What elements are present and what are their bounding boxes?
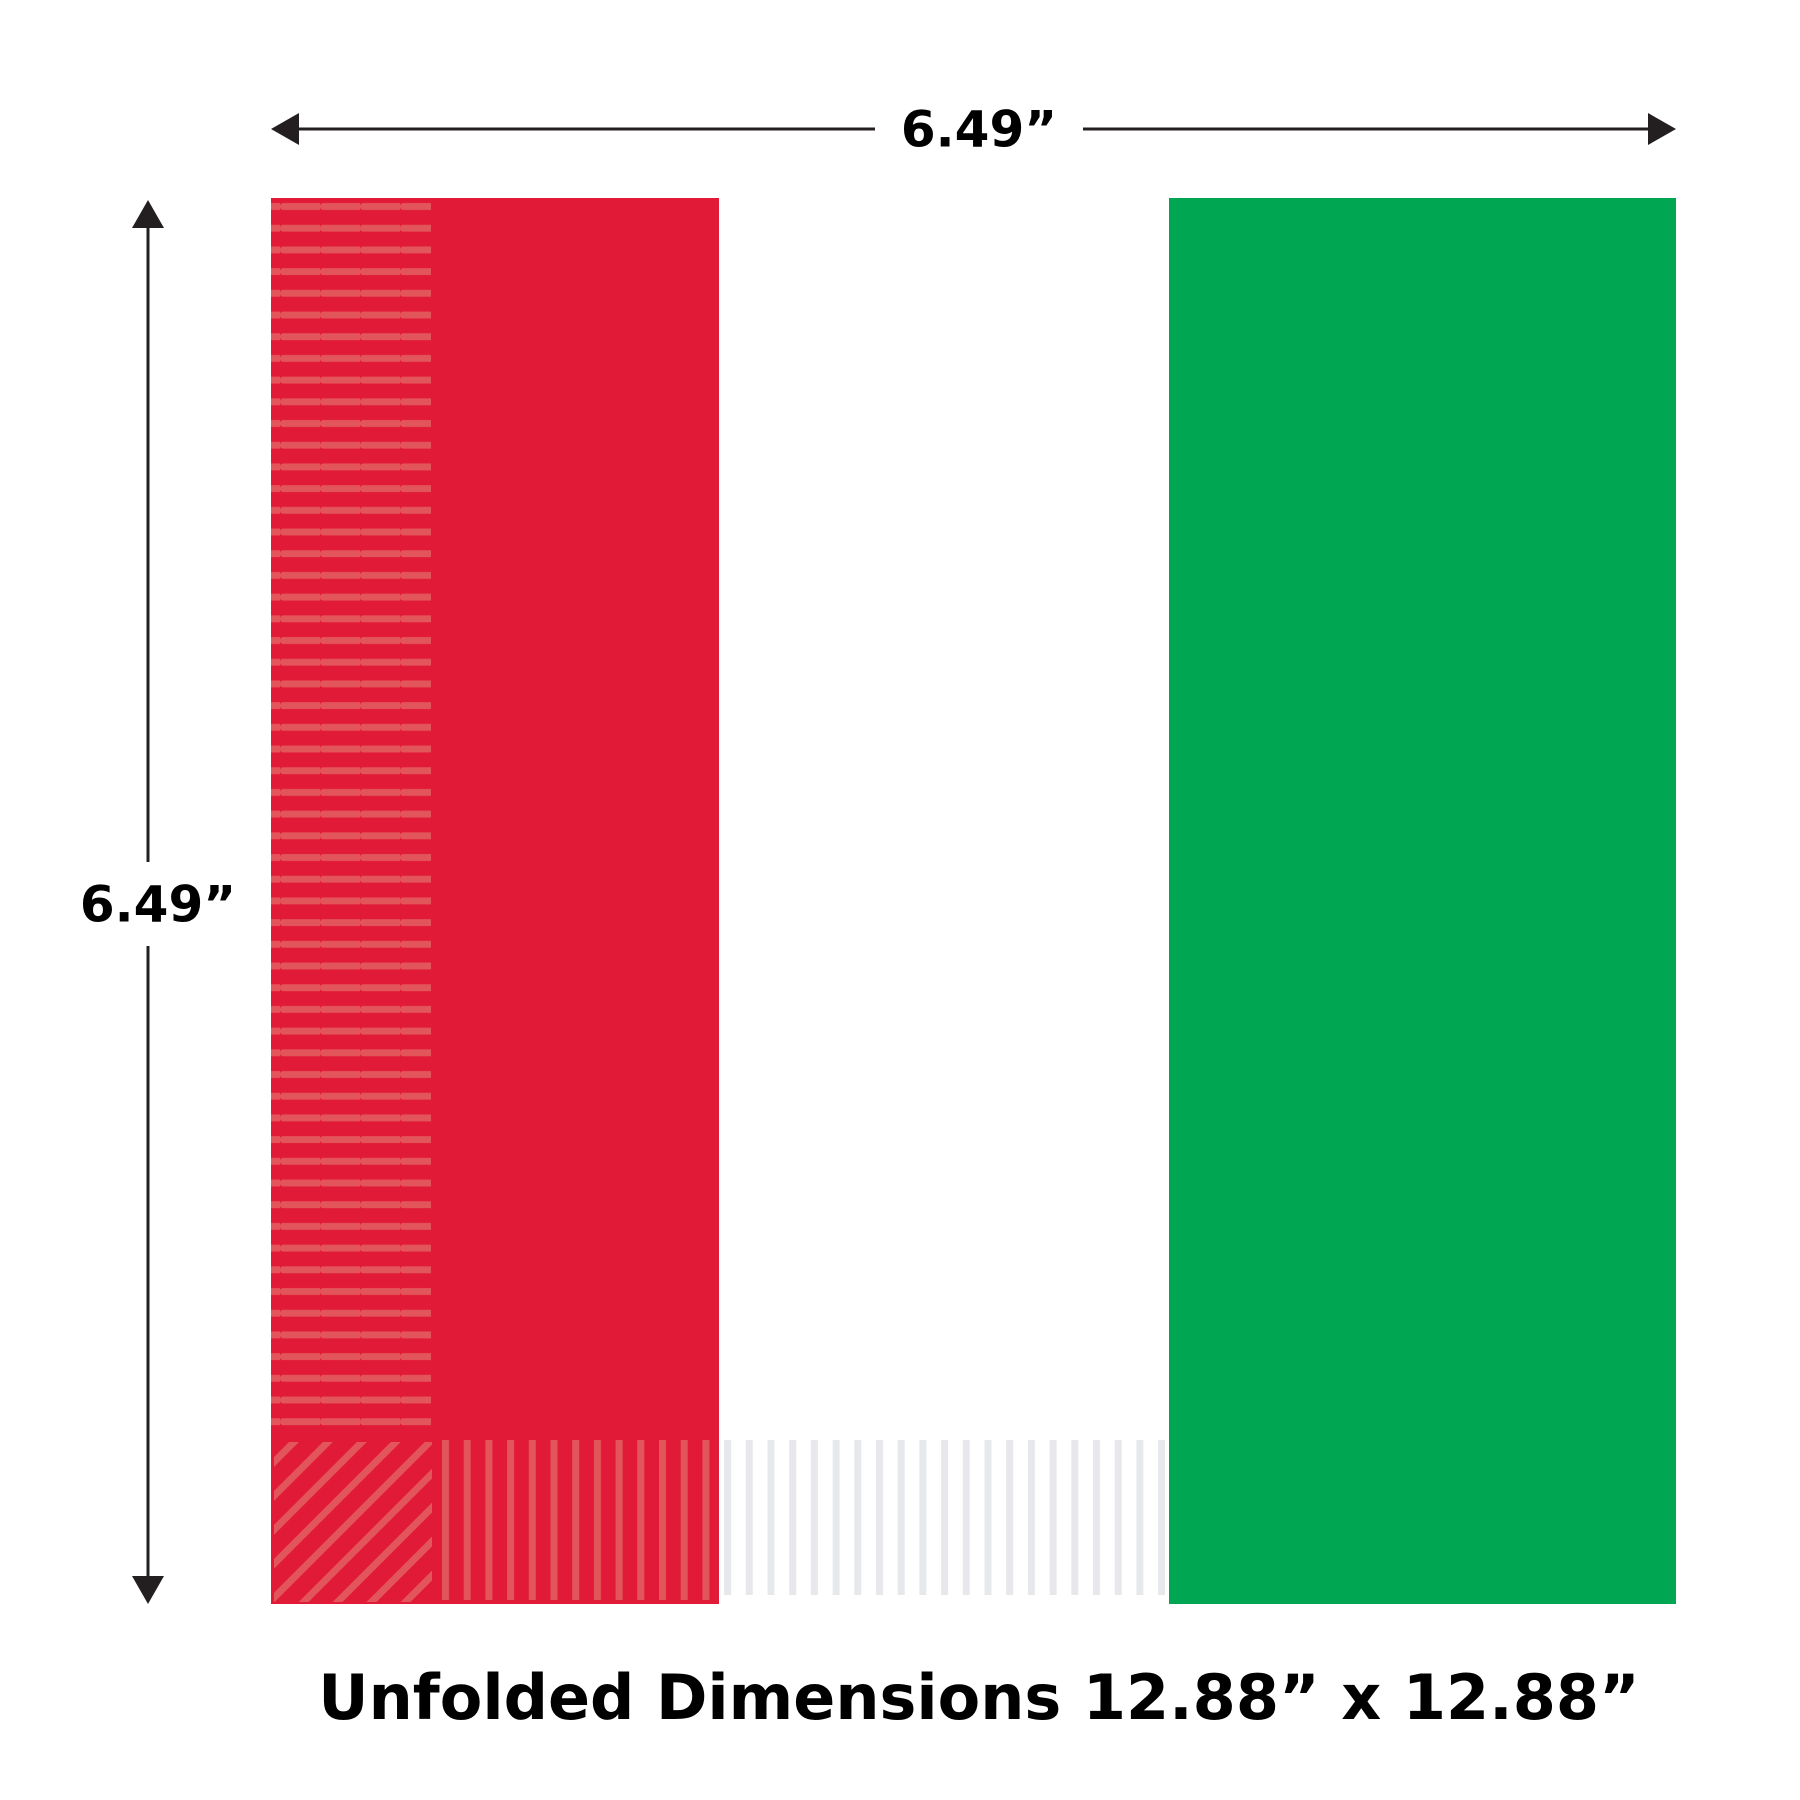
height-label: 6.49” [80,876,236,934]
emboss-vertical [438,1440,719,1600]
arrowhead [132,1576,164,1604]
arrowhead [1648,113,1676,145]
white-panel [719,198,1169,1604]
arrowhead [132,200,164,228]
green-panel [1169,198,1676,1604]
width-label: 6.49” [901,101,1057,159]
emboss-horizontal [271,198,431,1438]
emboss-diagonal [274,1442,432,1602]
emboss-vertical [719,1440,1165,1595]
caption: Unfolded Dimensions 12.88” x 12.88” [318,1661,1639,1734]
arrowhead [271,113,299,145]
